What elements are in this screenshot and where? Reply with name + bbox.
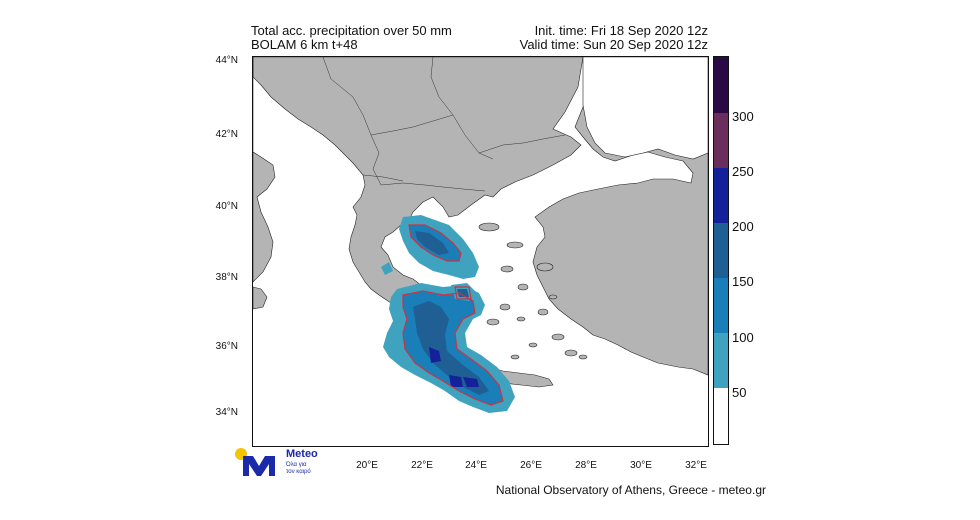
logo-tagline-2: τον καιρό <box>286 469 311 475</box>
title-line-1: Total acc. precipitation over 50 mm <box>251 23 452 38</box>
colorbar-label-100: 100 <box>732 330 754 345</box>
lon-label-30: 30°E <box>630 460 652 471</box>
logo-tagline: Όλα για τον καιρό <box>286 462 311 476</box>
lat-tick <box>252 413 253 414</box>
credit-footer: National Observatory of Athens, Greece -… <box>495 483 766 497</box>
colorbar-label-300: 300 <box>732 109 754 124</box>
colorbar-label-200: 200 <box>732 219 754 234</box>
colorbar-segment-50-100 <box>714 333 728 388</box>
time-info: Init. time: Fri 18 Sep 2020 12z Valid ti… <box>520 24 708 52</box>
lat-label-38: 38°N <box>215 272 238 283</box>
colorbar-label-250: 250 <box>732 164 754 179</box>
lon-label-20: 20°E <box>356 460 378 471</box>
italy-land <box>253 57 276 283</box>
lat-tick <box>252 347 253 348</box>
colorbar-segment-250-300 <box>714 113 728 168</box>
title-line-2: BOLAM 6 km t+48 <box>251 37 358 52</box>
precipitation-shading <box>381 215 515 413</box>
colorbar <box>713 56 729 445</box>
aegean-islands <box>478 222 588 360</box>
lat-tick <box>252 207 253 208</box>
map-title: Total acc. precipitation over 50 mm BOLA… <box>251 24 452 52</box>
colorbar-segment-below-50 <box>714 388 728 444</box>
lat-tick <box>252 278 253 279</box>
logo-tagline-1: Όλα για <box>286 462 307 468</box>
map-canvas <box>253 57 708 413</box>
lat-label-42: 42°N <box>215 129 238 140</box>
lat-label-44: 44°N <box>215 55 238 66</box>
lat-label-34: 34°N <box>215 407 238 418</box>
valid-time: Valid time: Sun 20 Sep 2020 12z <box>519 37 708 52</box>
precipitation-map <box>252 56 709 447</box>
balkans-land <box>253 57 584 308</box>
lat-label-40: 40°N <box>215 201 238 212</box>
lat-tick <box>252 135 253 136</box>
logo-name: Meteo <box>286 448 318 460</box>
logo-m-icon <box>243 456 275 476</box>
init-time: Init. time: Fri 18 Sep 2020 12z <box>534 23 708 38</box>
colorbar-segment-200-250 <box>714 168 728 223</box>
colorbar-segment-100-150 <box>714 278 728 333</box>
lon-label-26: 26°E <box>520 460 542 471</box>
sicily-land <box>253 286 268 310</box>
country-borders <box>322 57 566 192</box>
colorbar-segment-150-200 <box>714 223 728 278</box>
black-sea <box>582 57 708 160</box>
lat-tick <box>252 61 253 62</box>
precip-contours <box>402 224 504 406</box>
lon-label-22: 22°E <box>411 460 433 471</box>
lon-label-24: 24°E <box>465 460 487 471</box>
colorbar-segment-300plus <box>714 57 728 113</box>
lon-label-32: 32°E <box>685 460 707 471</box>
lon-label-28: 28°E <box>575 460 597 471</box>
meteo-logo <box>235 448 275 476</box>
lat-label-36: 36°N <box>215 341 238 352</box>
colorbar-label-150: 150 <box>732 274 754 289</box>
colorbar-label-50: 50 <box>732 385 747 400</box>
